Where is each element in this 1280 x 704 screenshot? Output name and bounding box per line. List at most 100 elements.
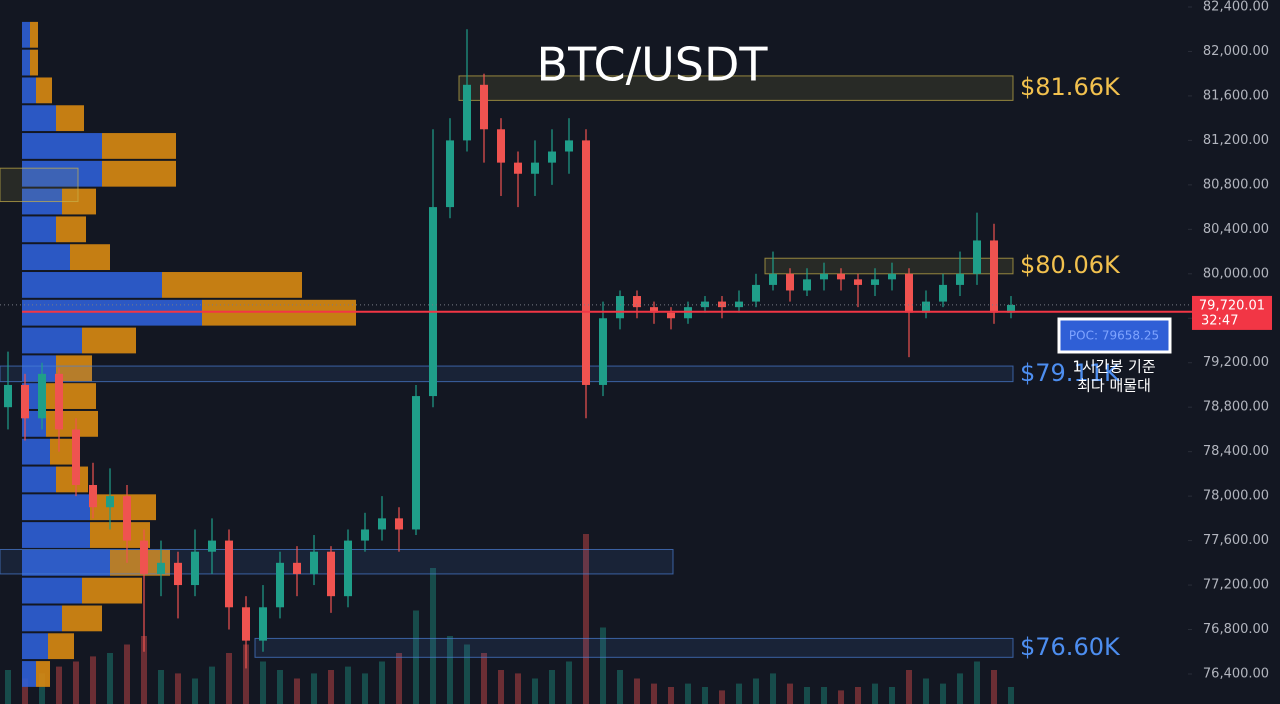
volume-bar bbox=[736, 683, 742, 704]
profile-sell bbox=[56, 216, 86, 243]
profile-buy bbox=[22, 21, 30, 48]
candle-body bbox=[633, 296, 641, 308]
volume-bar bbox=[634, 678, 640, 704]
zone bbox=[0, 548, 674, 575]
volume-bar bbox=[821, 687, 827, 704]
candle-body bbox=[55, 373, 63, 430]
volume-bar bbox=[668, 687, 674, 704]
candle-body bbox=[429, 207, 437, 397]
profile-sell bbox=[36, 77, 52, 104]
price-countdown: 32:47 bbox=[1201, 313, 1238, 328]
candle-body bbox=[310, 551, 318, 574]
candle-body bbox=[208, 540, 216, 552]
candle-body bbox=[242, 607, 250, 641]
candle-body bbox=[514, 162, 522, 174]
candle-body bbox=[905, 273, 913, 313]
volume-bar bbox=[209, 666, 215, 704]
candle-body bbox=[106, 496, 114, 508]
volume-bar bbox=[362, 673, 368, 704]
profile-buy bbox=[22, 577, 82, 604]
volume-bar bbox=[447, 636, 453, 704]
volume-bar bbox=[583, 534, 589, 704]
y-tick-label: 81,600.00 bbox=[1203, 88, 1269, 103]
volume-bar bbox=[617, 670, 623, 704]
volume-bar bbox=[770, 673, 776, 704]
candle-body bbox=[480, 84, 488, 130]
volume-bar bbox=[158, 670, 164, 704]
candle-body bbox=[293, 562, 301, 574]
y-tick-label: 78,400.00 bbox=[1203, 444, 1269, 459]
volume-bar bbox=[498, 670, 504, 704]
volume-bar bbox=[141, 636, 147, 704]
candle-body bbox=[803, 279, 811, 291]
volume-bar bbox=[838, 690, 844, 704]
candle-body bbox=[871, 279, 879, 285]
profile-buy bbox=[22, 77, 36, 104]
volume-bar bbox=[379, 661, 385, 704]
volume-bar bbox=[481, 653, 487, 704]
poc-note: 최다 매물대 bbox=[1077, 377, 1151, 395]
volume-bar bbox=[906, 670, 912, 704]
volume-bar bbox=[889, 687, 895, 704]
candle-body bbox=[72, 429, 80, 486]
candle-body bbox=[497, 129, 505, 163]
candle-body bbox=[565, 140, 573, 152]
candle-body bbox=[548, 151, 556, 163]
volume-bar bbox=[702, 687, 708, 704]
y-tick-label: 78,800.00 bbox=[1203, 400, 1269, 415]
y-tick-label: 79,200.00 bbox=[1203, 355, 1269, 370]
profile-sell bbox=[30, 21, 38, 48]
volume-bar bbox=[430, 568, 436, 704]
candle-body bbox=[667, 312, 675, 319]
volume-bar bbox=[124, 644, 130, 704]
volume-bar bbox=[566, 661, 572, 704]
candle-body bbox=[701, 301, 709, 308]
volume-bar bbox=[107, 653, 113, 704]
profile-sell bbox=[46, 383, 96, 409]
volume-bar bbox=[923, 678, 929, 704]
candle-body bbox=[21, 384, 29, 419]
y-tick-label: 82,000.00 bbox=[1203, 44, 1269, 59]
zone-label: $80.06K bbox=[1020, 251, 1121, 279]
candle-body bbox=[990, 240, 998, 313]
profile-sell bbox=[48, 633, 74, 660]
candle-body bbox=[463, 84, 471, 141]
candle-body bbox=[973, 240, 981, 274]
profile-sell bbox=[36, 661, 50, 687]
y-tick-label: 80,800.00 bbox=[1203, 177, 1269, 192]
y-tick-label: 80,000.00 bbox=[1203, 266, 1269, 281]
candle-body bbox=[939, 284, 947, 302]
profile-buy bbox=[22, 661, 36, 687]
volume-bar bbox=[719, 690, 725, 704]
profile-buy bbox=[22, 216, 56, 243]
zone bbox=[0, 167, 79, 203]
volume-bar bbox=[175, 673, 181, 704]
candle-body bbox=[616, 296, 624, 319]
profile-buy bbox=[22, 633, 48, 660]
volume-bar bbox=[22, 678, 28, 704]
volume-bar bbox=[243, 644, 249, 704]
profile-sell bbox=[56, 105, 84, 132]
volume-bar bbox=[396, 653, 402, 704]
candle-body bbox=[582, 140, 590, 385]
volume-bar bbox=[1008, 687, 1014, 704]
volume-bar bbox=[277, 670, 283, 704]
volume-bar bbox=[957, 673, 963, 704]
volume-bar bbox=[974, 661, 980, 704]
candle-body bbox=[718, 301, 726, 308]
volume-bar bbox=[345, 666, 351, 704]
poc-label: POC: 79658.25 bbox=[1069, 329, 1159, 343]
volume-bar bbox=[90, 656, 96, 704]
zone-label: $76.60K bbox=[1020, 633, 1121, 661]
candle-body bbox=[327, 551, 335, 597]
profile-buy bbox=[22, 49, 30, 76]
price-tag bbox=[1192, 295, 1272, 330]
volume-bar bbox=[5, 670, 11, 704]
volume-bar bbox=[685, 683, 691, 704]
y-tick-label: 81,200.00 bbox=[1203, 133, 1269, 148]
y-tick-label: 77,200.00 bbox=[1203, 578, 1269, 593]
profile-buy bbox=[22, 105, 56, 132]
candle-body bbox=[854, 279, 862, 285]
volume-bar bbox=[787, 683, 793, 704]
